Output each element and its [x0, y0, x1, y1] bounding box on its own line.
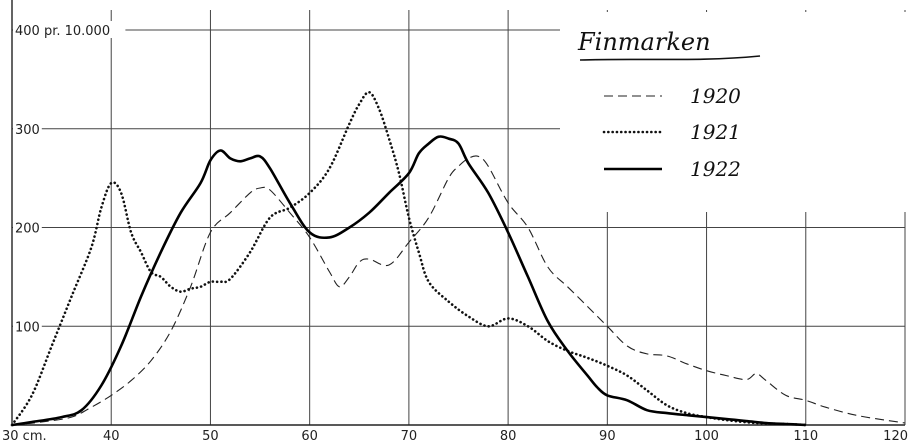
y-tick-bg-300 — [13, 119, 42, 137]
x-tick-label-120: 120 — [883, 429, 908, 443]
x-tick-label-30: 30 cm. — [2, 429, 47, 443]
x-tick-label-80: 80 — [500, 429, 517, 443]
x-tick-label-90: 90 — [599, 429, 616, 443]
y-tick-bg-100 — [13, 317, 42, 335]
x-tick-label-70: 70 — [401, 429, 418, 443]
series-line-1921 — [10, 90, 808, 427]
axes — [11, 0, 905, 426]
chart-title: Finmarken — [577, 28, 711, 56]
x-tick-label-110: 110 — [793, 429, 818, 443]
legend-background — [560, 12, 910, 212]
x-tick-label-100: 100 — [694, 429, 719, 443]
tick-labels: 30 cm. 40 50 60 70 80 90 100 110 120 100 200 300 400 … — [2, 21, 908, 443]
y-tick-bg-400 — [13, 21, 126, 38]
y-tick-label-300: 300 — [15, 123, 40, 138]
y-tick-bg-200 — [13, 218, 42, 236]
y-tick-label-400: 400 pr. 10.000 — [15, 24, 110, 39]
data-series — [10, 90, 906, 427]
x-tick-label-60: 60 — [301, 429, 318, 443]
legend: Finmarken 1920 1921 1922 — [560, 12, 910, 212]
y-tick-label-100: 100 — [15, 320, 40, 335]
y-tick-label-200: 200 — [15, 222, 40, 237]
legend-label-1920: 1920 — [690, 84, 741, 108]
x-tick-label-40: 40 — [103, 429, 120, 443]
title-underline — [579, 55, 761, 61]
series-line-1922 — [11, 135, 806, 427]
x-tick-label-50: 50 — [202, 429, 219, 443]
series-line-1920 — [11, 155, 906, 426]
legend-label-1922: 1922 — [690, 157, 741, 181]
legend-label-1921: 1921 — [690, 120, 741, 144]
